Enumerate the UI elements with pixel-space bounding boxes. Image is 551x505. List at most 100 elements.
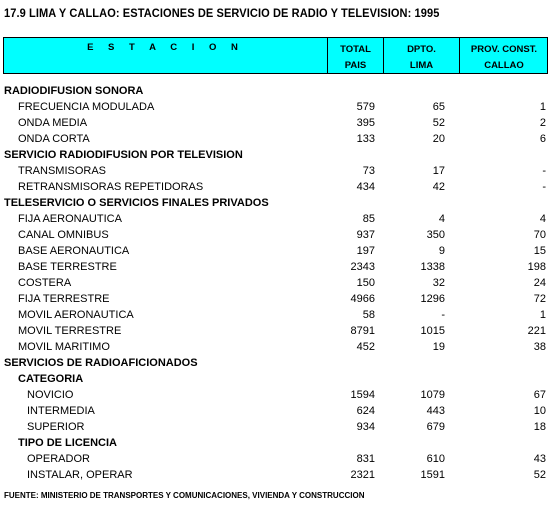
subsection-row: TIPO DE LICENCIA — [3, 435, 548, 451]
total-pais-cell: 8791 — [350, 325, 375, 337]
total-pais-cell: 85 — [362, 213, 375, 225]
total-pais-cell: 452 — [356, 341, 375, 353]
dpto-lima-cell: 32 — [432, 277, 445, 289]
prov-callao-cell: 1 — [539, 309, 546, 321]
section-row: SERVICIOS DE RADIOAFICIONADOS — [3, 355, 548, 371]
row-label: INSTALAR, OPERAR — [27, 469, 133, 481]
table-body: RADIODIFUSION SONORA FRECUENCIA MODULADA 5… — [3, 83, 548, 483]
row-label: MOVIL MARITIMO — [18, 341, 110, 353]
total-pais-cell: 937 — [356, 229, 375, 241]
header-total-line1: TOTAL — [340, 44, 371, 55]
row-label: RETRANSMISORAS REPETIDORAS — [18, 181, 204, 193]
total-pais-cell: 579 — [356, 101, 375, 113]
dpto-lima-cell: 42 — [432, 181, 445, 193]
prov-callao-cell: 221 — [527, 325, 546, 337]
header-total-line2: PAIS — [344, 60, 367, 71]
total-pais-cell: 2343 — [350, 261, 375, 273]
row-label: TRANSMISORAS — [18, 165, 107, 177]
row-label: INTERMEDIA — [27, 405, 95, 417]
row-label: RADIODIFUSION SONORA — [4, 85, 144, 97]
dpto-lima-cell: 19 — [432, 341, 445, 353]
table-row: MOVIL AERONAUTICA 58 - 1 — [3, 307, 548, 323]
prov-callao-cell: 43 — [533, 453, 546, 465]
row-label: ONDA CORTA — [18, 133, 90, 145]
total-pais-cell: 133 — [356, 133, 375, 145]
total-pais-cell: 2321 — [350, 469, 375, 481]
dpto-lima-cell: 1015 — [420, 325, 445, 337]
header-dpto-line2: LIMA — [409, 60, 434, 71]
dpto-lima-cell: 1591 — [420, 469, 445, 481]
page-title: 17.9 LIMA Y CALLAO: ESTACIONES DE SERVIC… — [4, 6, 440, 20]
dpto-lima-cell: 679 — [426, 421, 445, 433]
table-row: FIJA AERONAUTICA 85 4 4 — [3, 211, 548, 227]
source-note: FUENTE: MINISTERIO DE TRANSPORTES Y COMU… — [4, 491, 365, 500]
total-pais-cell: 4966 — [350, 293, 375, 305]
header-prov-line2: CALLAO — [484, 60, 524, 71]
table-row: COSTERA 150 32 24 — [3, 275, 548, 291]
row-label: TIPO DE LICENCIA — [18, 437, 118, 449]
row-label: MOVIL TERRESTRE — [18, 325, 122, 337]
dpto-lima-cell: 443 — [426, 405, 445, 417]
header-total-pais: TOTAL PAIS — [328, 38, 384, 73]
total-pais-cell: 434 — [356, 181, 375, 193]
dpto-lima-cell: 4 — [438, 213, 445, 225]
header-prov-line1: PROV. CONST. — [470, 44, 538, 55]
row-label: TELESERVICIO O SERVICIOS FINALES PRIVADO… — [4, 197, 269, 209]
row-label: FIJA TERRESTRE — [18, 293, 110, 305]
table-row: ONDA MEDIA 395 52 2 — [3, 115, 548, 131]
table-row: INSTALAR, OPERAR 2321 1591 52 — [3, 467, 548, 483]
prov-callao-cell: 24 — [533, 277, 546, 289]
total-pais-cell: 197 — [356, 245, 375, 257]
table-row: BASE AERONAUTICA 197 9 15 — [3, 243, 548, 259]
header-prov-callao: PROV. CONST. CALLAO — [460, 38, 548, 73]
prov-callao-cell: 15 — [533, 245, 546, 257]
row-label: FIJA AERONAUTICA — [18, 213, 122, 225]
dpto-lima-cell: 1079 — [420, 389, 445, 401]
row-label: SUPERIOR — [27, 421, 85, 433]
table-row: TRANSMISORAS 73 17 - — [3, 163, 548, 179]
table-row: INTERMEDIA 624 443 10 — [3, 403, 548, 419]
header-estacion: E S T A C I O N — [4, 38, 328, 73]
total-pais-cell: 150 — [356, 277, 375, 289]
row-label: CANAL OMNIBUS — [18, 229, 109, 241]
dpto-lima-cell: 350 — [426, 229, 445, 241]
table-row: ONDA CORTA 133 20 6 — [3, 131, 548, 147]
total-pais-cell: 395 — [356, 117, 375, 129]
row-label: SERVICIOS DE RADIOAFICIONADOS — [4, 357, 198, 369]
prov-callao-cell: 6 — [539, 133, 546, 145]
row-label: FRECUENCIA MODULADA — [18, 101, 155, 113]
dpto-lima-cell: 1338 — [420, 261, 445, 273]
dpto-lima-cell: 17 — [432, 165, 445, 177]
prov-callao-cell: 198 — [527, 261, 546, 273]
total-pais-cell: 1594 — [350, 389, 375, 401]
row-label: BASE TERRESTRE — [18, 261, 117, 273]
row-label: BASE AERONAUTICA — [18, 245, 130, 257]
prov-callao-cell: 2 — [539, 117, 546, 129]
row-label: CATEGORIA — [18, 373, 84, 385]
prov-callao-cell: 52 — [533, 469, 546, 481]
table-header: E S T A C I O N TOTAL PAIS DPTO. LIMA PR… — [3, 37, 548, 74]
subsection-row: CATEGORIA — [3, 371, 548, 387]
dpto-lima-cell: - — [441, 309, 445, 321]
row-label: MOVIL AERONAUTICA — [18, 309, 134, 321]
row-label: SERVICIO RADIODIFUSION POR TELEVISION — [4, 149, 243, 161]
section-row: RADIODIFUSION SONORA — [3, 83, 548, 99]
total-pais-cell: 624 — [356, 405, 375, 417]
prov-callao-cell: 1 — [539, 101, 546, 113]
row-label: NOVICIO — [27, 389, 74, 401]
table-row: OPERADOR 831 610 43 — [3, 451, 548, 467]
total-pais-cell: 73 — [362, 165, 375, 177]
prov-callao-cell: 10 — [533, 405, 546, 417]
prov-callao-cell: 67 — [533, 389, 546, 401]
prov-callao-cell: 4 — [539, 213, 546, 225]
dpto-lima-cell: 9 — [438, 245, 445, 257]
table-row: NOVICIO 1594 1079 67 — [3, 387, 548, 403]
total-pais-cell: 58 — [362, 309, 375, 321]
prov-callao-cell: 38 — [533, 341, 546, 353]
header-dpto-line1: DPTO. — [407, 44, 436, 55]
prov-callao-cell: 70 — [533, 229, 546, 241]
section-row: TELESERVICIO O SERVICIOS FINALES PRIVADO… — [3, 195, 548, 211]
prov-callao-cell: 72 — [533, 293, 546, 305]
table-row: RETRANSMISORAS REPETIDORAS 434 42 - — [3, 179, 548, 195]
header-dpto-lima: DPTO. LIMA — [384, 38, 460, 73]
